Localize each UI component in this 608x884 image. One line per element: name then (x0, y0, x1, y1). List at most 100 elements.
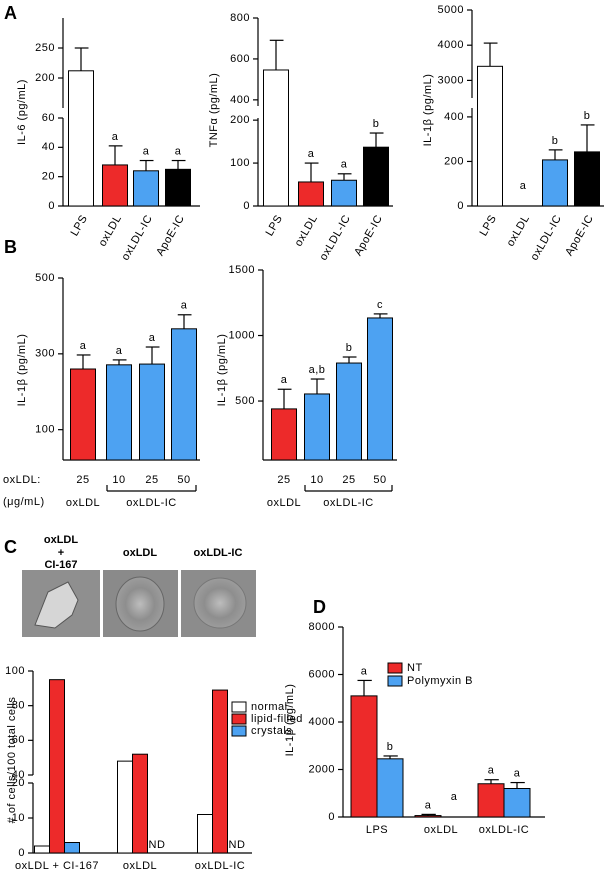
bar (139, 363, 165, 461)
x-tick-label: oxLDL + CI-167 (15, 860, 99, 872)
x-tick-label: 50 (177, 474, 190, 486)
x-tick-label: 50 (373, 474, 386, 486)
y-tick-label: 400 (230, 94, 250, 106)
y-tick-label: 80 (12, 700, 25, 712)
bar (542, 159, 568, 207)
bar (212, 689, 228, 854)
significance-letter: a (308, 148, 315, 160)
x-tick-label: 25 (145, 474, 158, 486)
y-axis-label: IL-1β (pg/mL) (16, 334, 28, 407)
x-tick-label: LPS (366, 824, 388, 836)
x-tick-label: 25 (277, 474, 290, 486)
significance-letter: a,b (309, 364, 326, 376)
y-tick-label: 500 (235, 395, 255, 407)
x-tick-label: ApoE-IC (154, 213, 187, 258)
panel-label: A (4, 3, 18, 23)
y-tick-label: 200 (444, 155, 464, 167)
y-tick-label: 800 (230, 12, 250, 24)
bar (574, 151, 600, 207)
x-tick-label: 25 (76, 474, 89, 486)
bar (102, 164, 128, 207)
y-tick-label: 1500 (229, 264, 255, 276)
bar (165, 168, 191, 207)
x-tick-label: LPS (264, 213, 286, 238)
significance-letter: a (181, 300, 188, 312)
image-label: CI-167 (44, 559, 77, 571)
y-tick-label: 20 (12, 777, 25, 789)
x-tick-label: 25 (342, 474, 355, 486)
y-tick-label: 100 (230, 157, 250, 169)
bar (49, 679, 65, 854)
panel-label: B (4, 237, 18, 257)
significance-letter: b (373, 118, 380, 130)
y-axis-label: TNFα (pg/mL) (208, 73, 220, 148)
x-tick-label: oxLDL (123, 860, 157, 872)
legend-swatch (231, 701, 247, 713)
bar (367, 317, 393, 461)
value-label: ND (229, 839, 246, 851)
cell-shape (34, 581, 79, 629)
x-tick-label: oxLDL (97, 213, 125, 249)
significance-letter: a (451, 791, 458, 803)
bar (477, 783, 505, 818)
bar (336, 362, 362, 461)
y-tick-label: 0 (457, 200, 464, 212)
bar (376, 758, 404, 818)
x-tick-label: 10 (112, 474, 125, 486)
bar (263, 69, 289, 207)
bar (171, 328, 197, 461)
legend-swatch (387, 675, 403, 687)
x-tick-label: ApoE-IC (563, 213, 596, 258)
significance-letter: a (341, 159, 348, 171)
bar (414, 815, 442, 818)
legend-label: lipid-filled (251, 713, 303, 725)
bar (298, 181, 324, 207)
significance-letter: a (149, 332, 156, 344)
y-tick-label: 60 (12, 734, 25, 746)
significance-letter: b (584, 110, 591, 122)
y-axis-label: IL-1β (pg/mL) (284, 684, 296, 757)
significance-letter: a (514, 767, 521, 779)
significance-letter: b (552, 135, 559, 147)
significance-letter: c (377, 299, 383, 311)
significance-letter: a (143, 145, 150, 157)
image-label: oxLDL (44, 534, 79, 546)
significance-letter: a (488, 765, 495, 777)
significance-letter: a (116, 345, 123, 357)
image-label: + (58, 547, 64, 559)
y-tick-label: 3000 (438, 74, 464, 86)
y-tick-label: 200 (35, 72, 55, 84)
y-tick-label: 8000 (309, 621, 335, 633)
significance-letter: a (80, 340, 87, 352)
bar (304, 393, 330, 461)
cell-shape (193, 577, 247, 629)
legend-label: crystals (251, 725, 292, 737)
y-axis-label: # of cells/100 total cells (6, 697, 18, 824)
bar (64, 842, 80, 854)
image-label: oxLDL-IC (194, 547, 243, 559)
panel-label: C (4, 537, 18, 557)
y-tick-label: 300 (35, 348, 55, 360)
significance-letter: a (520, 180, 527, 192)
group-label: oxLDL-IC (126, 497, 176, 509)
y-tick-label: 500 (35, 272, 55, 284)
x-tick-label: oxLDL-IC (119, 213, 155, 263)
bar (106, 364, 132, 461)
y-tick-label: 20 (42, 171, 55, 183)
y-tick-label: 40 (42, 141, 55, 153)
panel-label: D (313, 597, 327, 617)
group-label: oxLDL (267, 497, 301, 509)
bar (70, 368, 96, 461)
bar (331, 179, 357, 207)
x-tick-label: LPS (478, 213, 500, 238)
y-tick-label: 40 (12, 769, 25, 781)
image-label: oxLDL (123, 547, 158, 559)
bar (133, 170, 159, 207)
y-tick-label: 1000 (229, 329, 255, 341)
significance-letter: a (281, 374, 288, 386)
y-tick-label: 100 (5, 665, 25, 677)
bar (477, 65, 503, 207)
significance-letter: a (175, 145, 182, 157)
bar (34, 845, 50, 854)
y-tick-label: 6000 (309, 668, 335, 680)
